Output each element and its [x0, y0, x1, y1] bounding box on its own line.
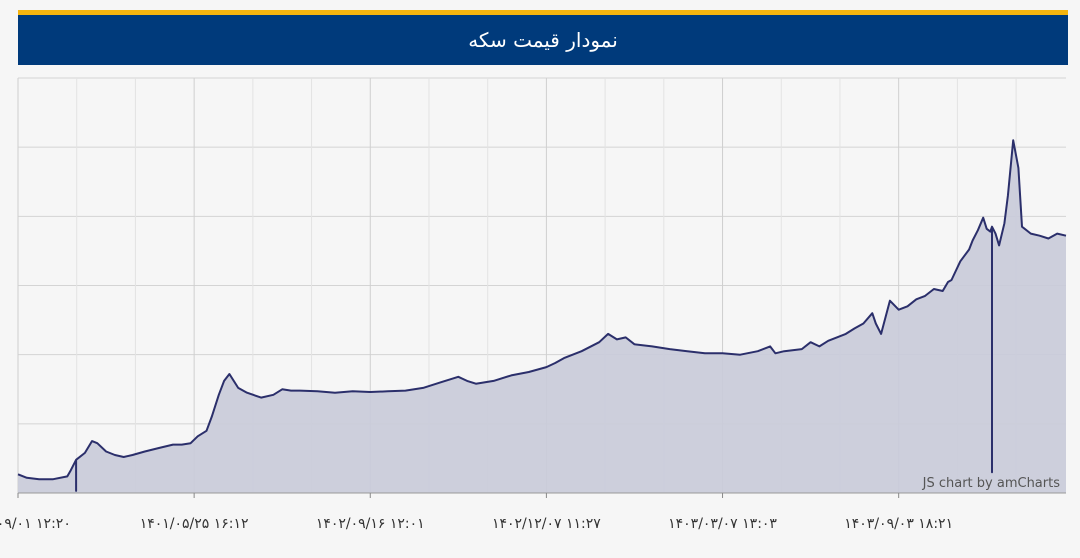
x-tick-label-3: ۱۴۰۲/۱۲/۰۷ ۱۱:۲۷ — [492, 516, 601, 532]
x-axis: ۱۴۰۰/۰۹/۰۱ ۱۲:۲۰ ۱۴۰۱/۰۵/۲۵ ۱۶:۱۲ ۱۴۰۲/۰۹/… — [0, 492, 1066, 532]
chart-title: نمودار قیمت سکه — [468, 28, 618, 52]
chart-container[interactable]: ۱۴۰۰/۰۹/۰۱ ۱۲:۲۰ ۱۴۰۱/۰۵/۲۵ ۱۶:۱۲ ۱۴۰۲/۰۹/… — [0, 65, 1080, 554]
price-chart[interactable]: ۱۴۰۰/۰۹/۰۱ ۱۲:۲۰ ۱۴۰۱/۰۵/۲۵ ۱۶:۱۲ ۱۴۰۲/۰۹/… — [0, 65, 1080, 554]
amcharts-credit[interactable]: JS chart by amCharts — [922, 476, 1061, 491]
x-tick-label-1: ۱۴۰۱/۰۵/۲۵ ۱۶:۱۲ — [140, 516, 249, 532]
price-area-fill — [18, 140, 1066, 494]
header-accent-stripe — [18, 10, 1068, 15]
x-tick-label-2: ۱۴۰۲/۰۹/۱۶ ۱۲:۰۱ — [316, 516, 425, 532]
x-tick-label-0: ۱۴۰۰/۰۹/۰۱ ۱۲:۲۰ — [0, 516, 71, 532]
x-tick-label-4: ۱۴۰۳/۰۳/۰۷ ۱۳:۰۳ — [668, 516, 777, 532]
price-line — [17, 139, 1067, 492]
chart-title-bar: نمودار قیمت سکه — [18, 15, 1068, 65]
x-tick-label-5: ۱۴۰۳/۰۹/۰۳ ۱۸:۲۱ — [844, 516, 953, 532]
plot-layer — [17, 139, 1067, 494]
